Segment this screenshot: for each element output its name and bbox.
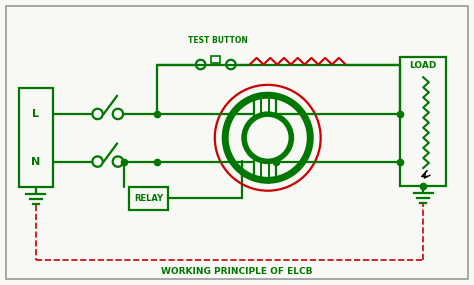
Bar <box>211 56 220 63</box>
Text: L: L <box>32 109 39 119</box>
Bar <box>129 187 168 209</box>
Text: LOAD: LOAD <box>410 62 437 70</box>
Text: N: N <box>31 156 40 167</box>
Bar <box>400 58 447 186</box>
Text: WORKING PRINCIPLE OF ELCB: WORKING PRINCIPLE OF ELCB <box>161 268 313 276</box>
Bar <box>18 88 53 188</box>
Text: RELAY: RELAY <box>134 194 163 203</box>
Text: TEST BUTTON: TEST BUTTON <box>188 36 248 45</box>
